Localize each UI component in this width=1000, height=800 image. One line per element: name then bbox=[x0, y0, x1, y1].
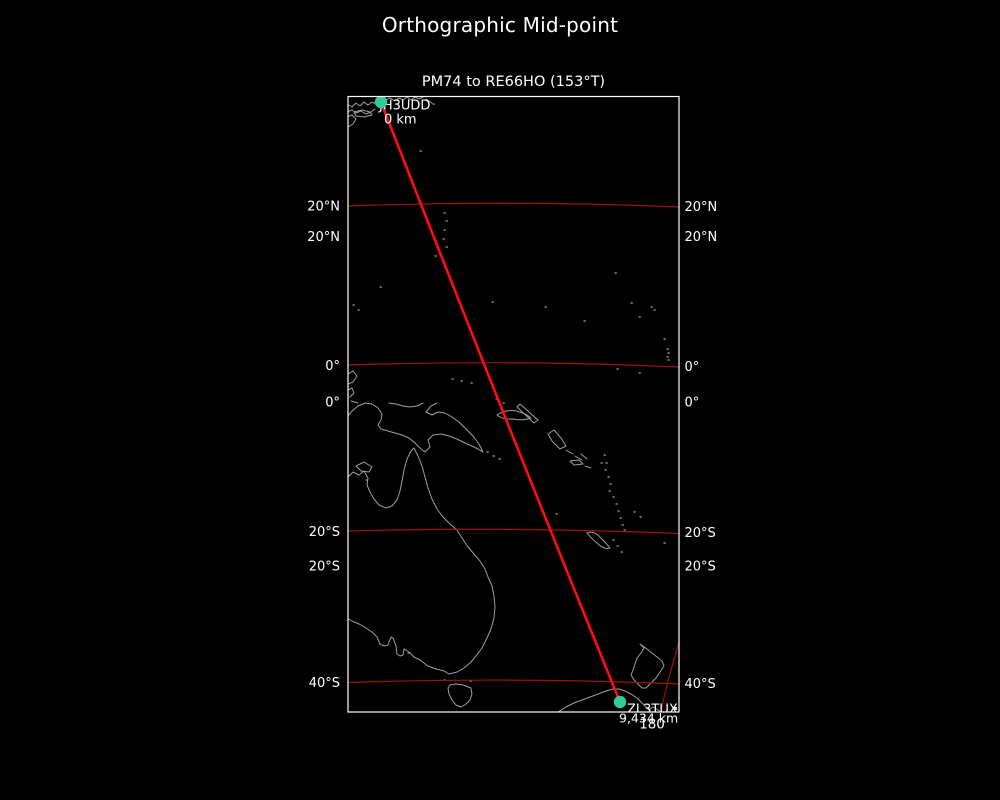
graticule-layer bbox=[348, 202, 679, 712]
coastline-solomons bbox=[565, 449, 592, 469]
lat-label-left-20s-a: 20°S bbox=[309, 525, 340, 540]
lat-label-left-20s-b: 20°S bbox=[309, 560, 340, 575]
parallel-0 bbox=[348, 362, 679, 368]
coastline-tasmania bbox=[447, 683, 473, 708]
great-circle-track bbox=[379, 101, 622, 703]
map-background bbox=[348, 96, 679, 712]
destination-marker bbox=[613, 695, 627, 709]
origin-distance-label: 0 km bbox=[384, 113, 417, 128]
parallel-20n bbox=[348, 202, 679, 208]
island-chatham bbox=[674, 707, 677, 710]
origin-marker bbox=[374, 96, 388, 109]
coastline-new-guinea bbox=[348, 402, 484, 453]
parallel-40s bbox=[348, 679, 679, 685]
coastline-new-ireland bbox=[516, 403, 539, 424]
origin-callsign-label: JH3UDD bbox=[378, 99, 430, 114]
destination-distance-label: 9,434 km bbox=[619, 711, 678, 726]
parallel-20s bbox=[348, 528, 679, 535]
map-frame bbox=[347, 95, 680, 713]
lat-label-left-40s: 40°S bbox=[309, 676, 340, 691]
lat-label-right-0-a: 0° bbox=[685, 360, 700, 375]
figure-title: Orthographic Mid-point bbox=[381, 13, 619, 37]
destination-callsign-label: ZL3TUX bbox=[627, 703, 678, 718]
coastline-new-guinea-north bbox=[388, 402, 424, 408]
coastline-australia bbox=[348, 447, 496, 675]
graticule-labels-right: 20°N 20°N 0° 0° 20°S 20°S 40°S bbox=[685, 200, 718, 692]
longitude-label-180: 180 bbox=[639, 717, 665, 733]
lat-label-left-20n-b: 20°N bbox=[307, 230, 340, 245]
coastlines-layer bbox=[348, 96, 677, 712]
lat-label-left-0-b: 0° bbox=[325, 396, 340, 411]
lat-label-right-20s-a: 20°S bbox=[685, 526, 716, 541]
lat-label-right-40s: 40°S bbox=[685, 677, 716, 692]
coastline-new-zealand-north bbox=[630, 643, 665, 689]
lat-label-right-0-b: 0° bbox=[685, 396, 700, 411]
meridian-180 bbox=[660, 642, 679, 712]
lat-label-left-20n-a: 20°N bbox=[307, 200, 340, 215]
graticule-labels-left: 20°N 20°N 0° 0° 20°S 20°S 40°S bbox=[307, 200, 340, 692]
coastline-moluccas bbox=[348, 370, 359, 404]
lat-label-right-20n-a: 20°N bbox=[685, 200, 718, 215]
lat-label-right-20s-b: 20°S bbox=[685, 560, 716, 575]
coastline-new-britain bbox=[496, 410, 532, 421]
coastline-new-caledonia bbox=[586, 531, 611, 549]
coastline-timor bbox=[355, 461, 373, 473]
lat-label-left-0-a: 0° bbox=[325, 359, 340, 374]
coastline-kyushu bbox=[348, 114, 357, 128]
coastline-bougainville bbox=[547, 429, 567, 450]
island-specks-north-pacific bbox=[352, 103, 670, 404]
coastline-japan-inland bbox=[348, 98, 433, 115]
coastline-new-zealand-south bbox=[557, 688, 662, 712]
lat-label-right-20n-b: 20°N bbox=[685, 230, 718, 245]
coastline-shikoku bbox=[353, 109, 373, 118]
map-subtitle: PM74 to RE66HO (153°T) bbox=[421, 74, 606, 90]
